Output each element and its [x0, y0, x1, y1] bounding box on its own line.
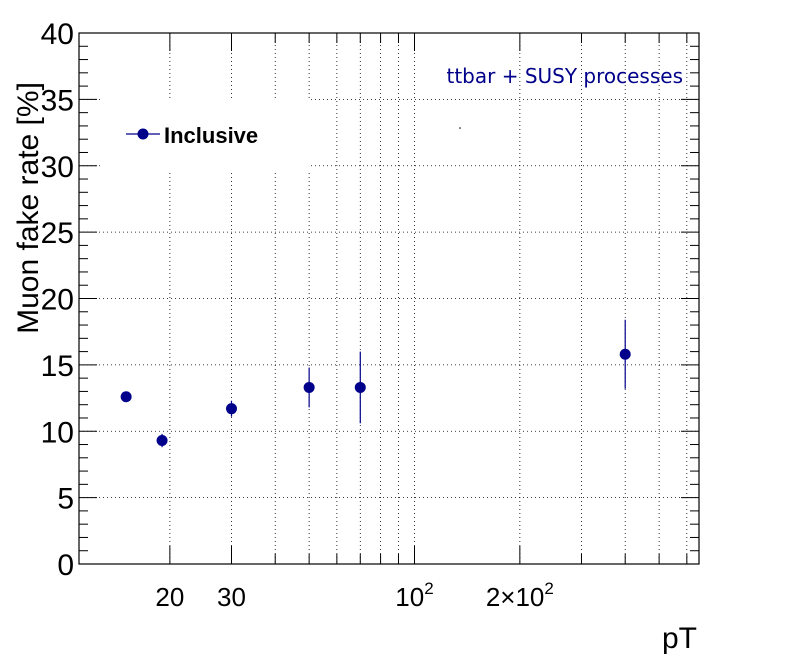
y-tick-label: 40: [41, 18, 74, 51]
axis-ticks: [79, 32, 699, 565]
y-tick-label: 10: [41, 416, 74, 449]
y-tick-label: 15: [41, 350, 74, 383]
legend-marker: [137, 128, 149, 140]
y-tick-label: 20: [41, 284, 74, 317]
x-tick-labels: 20 30 102 2×102: [155, 579, 553, 612]
data-point: [225, 403, 237, 415]
x-tick-label: 2×102: [486, 579, 554, 612]
legend: Inclusive: [100, 98, 310, 170]
y-tick-label: 35: [41, 84, 74, 117]
legend-label-inclusive: Inclusive: [164, 123, 258, 148]
y-tick-label: 5: [57, 483, 74, 516]
data-point: [156, 435, 168, 447]
process-annotation: ttbar + SUSY processes: [446, 64, 683, 88]
y-tick-label: 25: [41, 217, 74, 250]
x-tick-label: 20: [155, 582, 184, 612]
x-tick-label: 102: [395, 579, 433, 612]
y-axis-title: Muon fake rate [%]: [12, 82, 45, 334]
stray-dot: [459, 127, 461, 129]
x-axis-title: pT: [662, 622, 697, 655]
data-points: [120, 319, 631, 448]
x-tick-label: 30: [217, 582, 246, 612]
data-point: [354, 381, 366, 393]
y-tick-label: 30: [41, 151, 74, 184]
y-tick-label: 0: [57, 549, 74, 582]
data-point: [303, 381, 315, 393]
data-point: [120, 391, 132, 403]
data-point: [619, 348, 631, 360]
y-tick-labels: 0 5 10 15 20 25 30 35 40: [41, 18, 74, 582]
